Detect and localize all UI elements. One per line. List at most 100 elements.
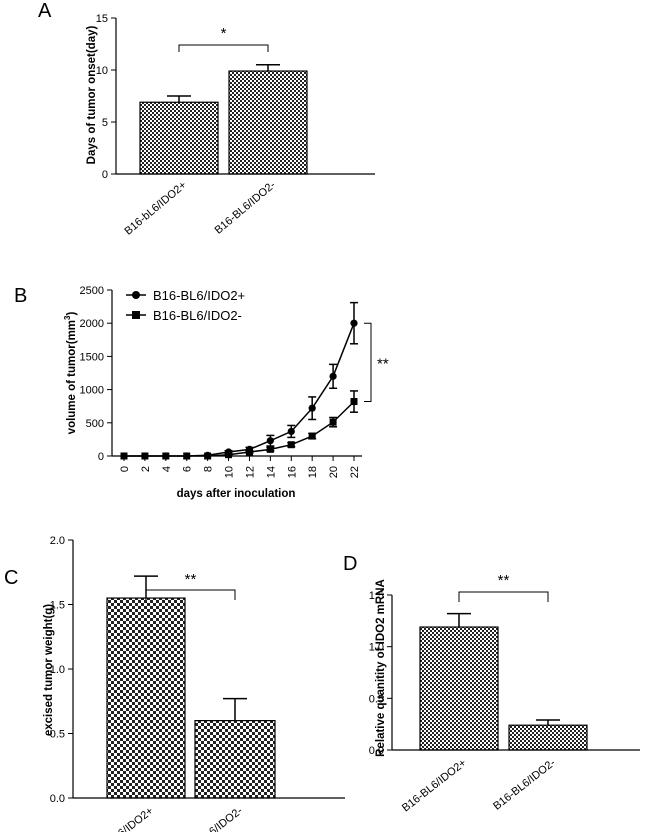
panel-b-ylabel-main: volume of tumor(mm — [66, 320, 78, 434]
panel-d-y-tick-label: 1.5 — [369, 590, 384, 602]
series-point-ido2-minus — [266, 445, 274, 453]
panel-c-significance: ** — [145, 571, 236, 600]
panel-d-x-tick-label: B16-BL6/IDO2+ — [400, 757, 469, 814]
series-point-ido2-plus — [266, 437, 274, 445]
panel-a-y-tick-label: 5 — [102, 117, 108, 129]
panel-b-x-tick-label: 0 — [119, 466, 131, 472]
panel-b-y-tick-label: 2000 — [80, 318, 104, 330]
panel-b-x-tick-label: 10 — [224, 466, 236, 478]
panel-b-chart: 0 500 1000 1500 2000 2500 0 2 4 6 8 10 12 14 16 18 20 22… — [63, 285, 389, 500]
series-point-ido2-plus — [308, 404, 316, 412]
panel-b-significance-label: ** — [377, 355, 389, 372]
panel-d-significance: ** — [458, 572, 549, 602]
panel-b-y-axis: 0 500 1000 1500 2000 2500 — [80, 285, 113, 463]
panel-b-significance-bracket — [364, 322, 372, 403]
panel-b-x-tick-label: 12 — [244, 466, 256, 478]
panel-a-significance-label: * — [221, 25, 227, 42]
panel-b-y-tick-label: 1000 — [80, 385, 104, 397]
panel-c-y-axis: 0.0 0.5 1.0 1.5 2.0 — [50, 535, 74, 805]
panel-b-x-tick-label: 20 — [328, 466, 340, 478]
panel-c-bars — [106, 575, 276, 799]
series-point-ido2-minus — [120, 452, 128, 460]
panel-a-bar — [228, 70, 308, 175]
panel-c-x-tick-label: B16-BL6/IDO2+ — [87, 805, 156, 832]
panel-d-y-tick-label: 0.0 — [369, 745, 384, 757]
panel-b-y-tick-label: 500 — [86, 418, 104, 430]
panel-d-y-tick-label: 1.0 — [369, 642, 384, 654]
panel-c-x-tick-label: B16-BL6/IDO2- — [178, 805, 245, 832]
series-point-ido2-plus — [287, 427, 295, 436]
series-point-ido2-minus — [287, 441, 295, 449]
legend-label-ido2-minus: B16-BL6/IDO2- — [153, 308, 242, 323]
panel-b-x-axis: 0 2 4 6 8 10 12 14 16 18 20 22 — [112, 455, 362, 478]
panel-c-significance-label: ** — [185, 571, 197, 588]
panel-a-x-tick-label: B16-bL6/IDO2+ — [122, 179, 189, 238]
series-point-ido2-minus — [308, 432, 316, 440]
panel-a-y-axis: 0 5 10 15 — [96, 13, 117, 181]
panel-c-ylabel: excised tumor weight(g) — [43, 604, 55, 736]
panel-c-y-tick-label: 1.0 — [50, 664, 65, 676]
panel-d-y-axis: 0.0 0.5 1.0 1.5 — [369, 590, 393, 757]
series-point-ido2-minus — [204, 452, 212, 460]
panel-b-x-tick-label: 6 — [182, 466, 194, 472]
series-line-ido2-plus — [124, 322, 355, 457]
panel-b-x-tick-label: 22 — [349, 466, 361, 478]
panel-d-x-axis: B16-BL6/IDO2+ B16-BL6/IDO2- — [392, 749, 640, 814]
series-point-ido2-minus — [183, 452, 191, 460]
panel-c-bar — [106, 597, 186, 799]
panel-b-ylabel-end: ) — [66, 312, 78, 316]
panel-d-letter: D — [343, 553, 357, 575]
panel-d-bar — [419, 626, 499, 751]
panel-d-x-tick-label: B16-BL6/IDO2- — [491, 757, 558, 813]
panel-a-chart: 0 5 10 15 B16-bL6/IDO2+ B16-BL6/IDO2- * Days… — [86, 13, 375, 238]
panel-d-ylabel: Relative quanitity of IDO2 mRNA — [375, 579, 387, 757]
panel-b-x-tick-label: 16 — [286, 466, 298, 478]
panel-b-ylabel: volume of tumor(mm3) — [63, 312, 78, 435]
series-point-ido2-minus — [245, 448, 253, 456]
series-point-ido2-plus — [329, 372, 337, 380]
panel-b-x-tick-label: 8 — [203, 466, 215, 472]
panel-d-chart: 0.00.51.01.5 B16-BL6/IDO2+ B16-BL6/IDO2- … — [369, 572, 640, 814]
series-point-ido2-minus — [141, 452, 149, 460]
panel-a-y-tick-label: 0 — [102, 169, 108, 181]
panel-a-letter: A — [38, 0, 52, 22]
series-point-ido2-minus — [225, 451, 233, 459]
panel-a-y-tick-label: 15 — [96, 13, 108, 25]
panel-a-bars — [139, 64, 308, 175]
panel-a-x-axis: B16-bL6/IDO2+ B16-BL6/IDO2- — [116, 173, 375, 238]
panel-c-y-tick-label: 1.5 — [50, 600, 65, 612]
panel-c-bar — [194, 719, 276, 799]
panel-c-chart: 0.00.51.01.52.0 B16-BL6/IDO2+B16-BL6/IDO… — [43, 535, 345, 832]
panel-b-legend: B16-BL6/IDO2+ B16-BL6/IDO2- — [126, 288, 245, 323]
panel-a-bar — [139, 101, 219, 175]
legend-marker-circle — [132, 291, 140, 299]
panel-b-y-tick-label: 1500 — [80, 351, 104, 363]
panel-b-y-tick-label: 2500 — [80, 285, 104, 297]
panel-b-letter: B — [14, 285, 27, 307]
panel-c-y-tick-label: 0.5 — [50, 729, 65, 741]
panel-c-y-tick-label: 0.0 — [50, 793, 65, 805]
panel-b-significance: ** — [364, 322, 389, 403]
panel-b-x-tick-label: 2 — [140, 466, 152, 472]
panel-d-significance-bracket — [458, 591, 549, 602]
panel-d-significance-label: ** — [498, 572, 510, 589]
series-point-ido2-plus — [350, 319, 358, 327]
panel-a-x-tick-label: B16-BL6/IDO2- — [213, 179, 279, 237]
panel-a-ylabel: Days of tumor onset(day) — [86, 26, 98, 165]
series-point-ido2-minus — [329, 418, 337, 426]
panel-c-y-tick-label: 2.0 — [50, 535, 65, 547]
panel-a-significance-bracket — [178, 44, 269, 52]
panel-a-significance: * — [178, 25, 269, 52]
panel-c-significance-bracket — [145, 589, 236, 600]
series-line-ido2-minus — [124, 401, 355, 457]
panel-d-bar — [508, 724, 588, 751]
panel-d-bars — [419, 612, 588, 751]
panel-c-x-axis: B16-BL6/IDO2+ B16-BL6/IDO2- — [73, 797, 345, 832]
legend-label-ido2-plus: B16-BL6/IDO2+ — [153, 288, 245, 303]
panel-b-xlabel: days after inoculation — [177, 488, 296, 500]
panel-b-x-tick-label: 14 — [265, 466, 277, 478]
legend-marker-square — [132, 311, 140, 319]
series-point-ido2-minus — [162, 452, 170, 460]
panel-d-y-tick-label: 0.5 — [369, 693, 384, 705]
